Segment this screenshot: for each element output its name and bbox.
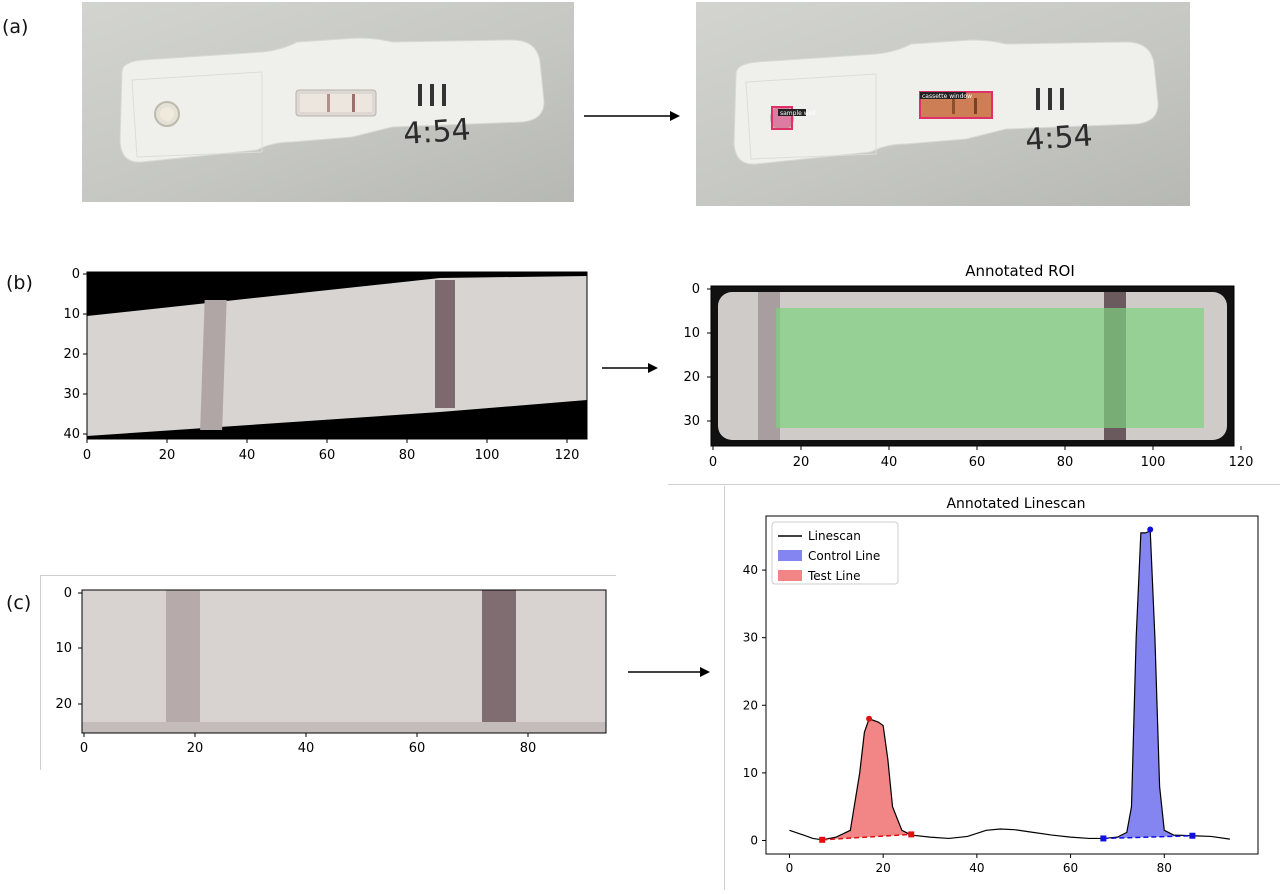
frame-separator xyxy=(668,484,1280,485)
y-ticks-roi: 0 10 20 30 xyxy=(683,282,711,429)
y-tick-label: 30 xyxy=(683,414,700,429)
legend-label: Control Line xyxy=(808,549,880,563)
linescan-line xyxy=(789,529,1230,841)
cassette-photo-original: 4:54 xyxy=(82,2,574,202)
boundary-marker-test-line xyxy=(908,831,915,838)
boundary-marker-test-line xyxy=(819,836,826,843)
x-ticks-roi: 0 20 40 60 80 100 120 xyxy=(709,446,1254,470)
panel-label-b: (b) xyxy=(6,272,33,294)
roi-title: Annotated ROI xyxy=(965,262,1075,280)
x-tick-label: 100 xyxy=(1141,455,1166,470)
x-tick-label: 20 xyxy=(876,861,891,875)
arrow-a xyxy=(584,111,680,121)
x-tick-label: 60 xyxy=(409,741,426,756)
peak-marker-control-line xyxy=(1147,526,1154,533)
legend-swatch xyxy=(778,570,802,581)
x-tick-label: 60 xyxy=(969,455,986,470)
frame-separator xyxy=(724,486,725,890)
test-line-band xyxy=(200,300,227,430)
x-tick-label: 40 xyxy=(298,741,315,756)
y-tick-label: 10 xyxy=(55,641,72,656)
roi-region xyxy=(776,308,1204,428)
linescan-legend: Linescan Control Line Test Line xyxy=(771,521,899,585)
x-tick-label: 100 xyxy=(475,448,500,463)
panel-label-c: (c) xyxy=(6,592,32,614)
frame-separator xyxy=(40,575,41,770)
y-tick-label: 40 xyxy=(63,427,80,442)
handwritten-time-detected: 4:54 xyxy=(1024,118,1094,158)
y-tick-label: 10 xyxy=(743,766,758,780)
y-tick-label: 0 xyxy=(692,282,700,297)
y-tick-label: 0 xyxy=(72,267,80,282)
x-tick-label: 120 xyxy=(555,448,580,463)
x-tick-label: 80 xyxy=(1157,861,1172,875)
handwritten-time-original: 4:54 xyxy=(402,112,472,152)
strip-plot-c-left: 0 20 40 60 80 0 10 20 xyxy=(55,586,607,756)
x-ticks-c-left: 0 20 40 60 80 xyxy=(80,733,536,756)
linescan-chart: Annotated Linescan 0 20 40 60 80 0 10 20 30 40 Li… xyxy=(743,496,1259,875)
frame-separator xyxy=(40,575,616,576)
detection-label-cassette-window: cassette window xyxy=(922,93,972,100)
x-ticks-b-left: 0 20 40 60 80 100 120 xyxy=(83,439,580,463)
y-tick-label: 10 xyxy=(63,307,80,322)
strip-crop xyxy=(82,590,606,733)
peak-marker-test-line xyxy=(866,715,873,722)
arrow-b xyxy=(602,363,658,373)
y-tick-label: 20 xyxy=(55,697,72,712)
legend-box xyxy=(771,521,899,585)
plot-frame xyxy=(765,515,1259,855)
y-tick-label: 10 xyxy=(683,326,700,341)
x-tick-label: 20 xyxy=(159,448,176,463)
x-tick-label: 0 xyxy=(80,741,88,756)
strip-plot-b-left: 0 20 40 60 80 100 120 0 10 20 30 40 xyxy=(63,267,588,463)
boundary-marker-control-line xyxy=(1189,832,1196,839)
legend-label: Test Line xyxy=(807,569,860,583)
x-tick-label: 60 xyxy=(319,448,336,463)
x-tick-label: 80 xyxy=(399,448,416,463)
y-ticks-c-left: 0 10 20 xyxy=(55,586,82,712)
x-tick-label: 40 xyxy=(881,455,898,470)
baseline-control-line xyxy=(1103,834,1193,840)
x-tick-label: 80 xyxy=(520,741,537,756)
baseline-test-line xyxy=(822,833,912,841)
x-tick-label: 0 xyxy=(709,455,717,470)
x-tick-label: 20 xyxy=(187,741,204,756)
control-line-band xyxy=(435,280,455,408)
panel-label-a: (a) xyxy=(2,16,29,38)
x-tick-label: 40 xyxy=(969,861,984,875)
peak-area-test-line xyxy=(822,718,912,840)
legend-swatch xyxy=(778,550,802,561)
y-tick-label: 0 xyxy=(750,833,758,847)
y-tick-label: 20 xyxy=(63,347,80,362)
y-tick-label: 0 xyxy=(64,586,72,601)
x-tick-label: 0 xyxy=(786,861,794,875)
y-ticks-b-left: 0 10 20 30 40 xyxy=(63,267,87,442)
legend-label: Linescan xyxy=(808,529,861,543)
linescan-title: Annotated Linescan xyxy=(946,496,1085,512)
y-tick-label: 20 xyxy=(743,698,758,712)
detection-label-sample-well: sample well xyxy=(780,110,816,117)
x-tick-label: 40 xyxy=(239,448,256,463)
y-tick-label: 40 xyxy=(743,563,758,577)
y-tick-label: 30 xyxy=(743,631,758,645)
boundary-marker-control-line xyxy=(1100,835,1107,842)
x-tick-label: 20 xyxy=(793,455,810,470)
arrow-c xyxy=(628,667,710,677)
roi-plot: Annotated ROI 0 20 40 60 80 100 120 0 10… xyxy=(683,262,1254,470)
y-tick-label: 20 xyxy=(683,370,700,385)
peak-area-control-line xyxy=(1103,530,1193,839)
cassette-photo-detected: sample well cassette window 4:54 xyxy=(696,2,1190,206)
x-tick-label: 60 xyxy=(1063,861,1078,875)
y-tick-label: 30 xyxy=(63,387,80,402)
x-tick-label: 120 xyxy=(1229,455,1254,470)
x-tick-label: 80 xyxy=(1057,455,1074,470)
x-tick-label: 0 xyxy=(83,448,91,463)
